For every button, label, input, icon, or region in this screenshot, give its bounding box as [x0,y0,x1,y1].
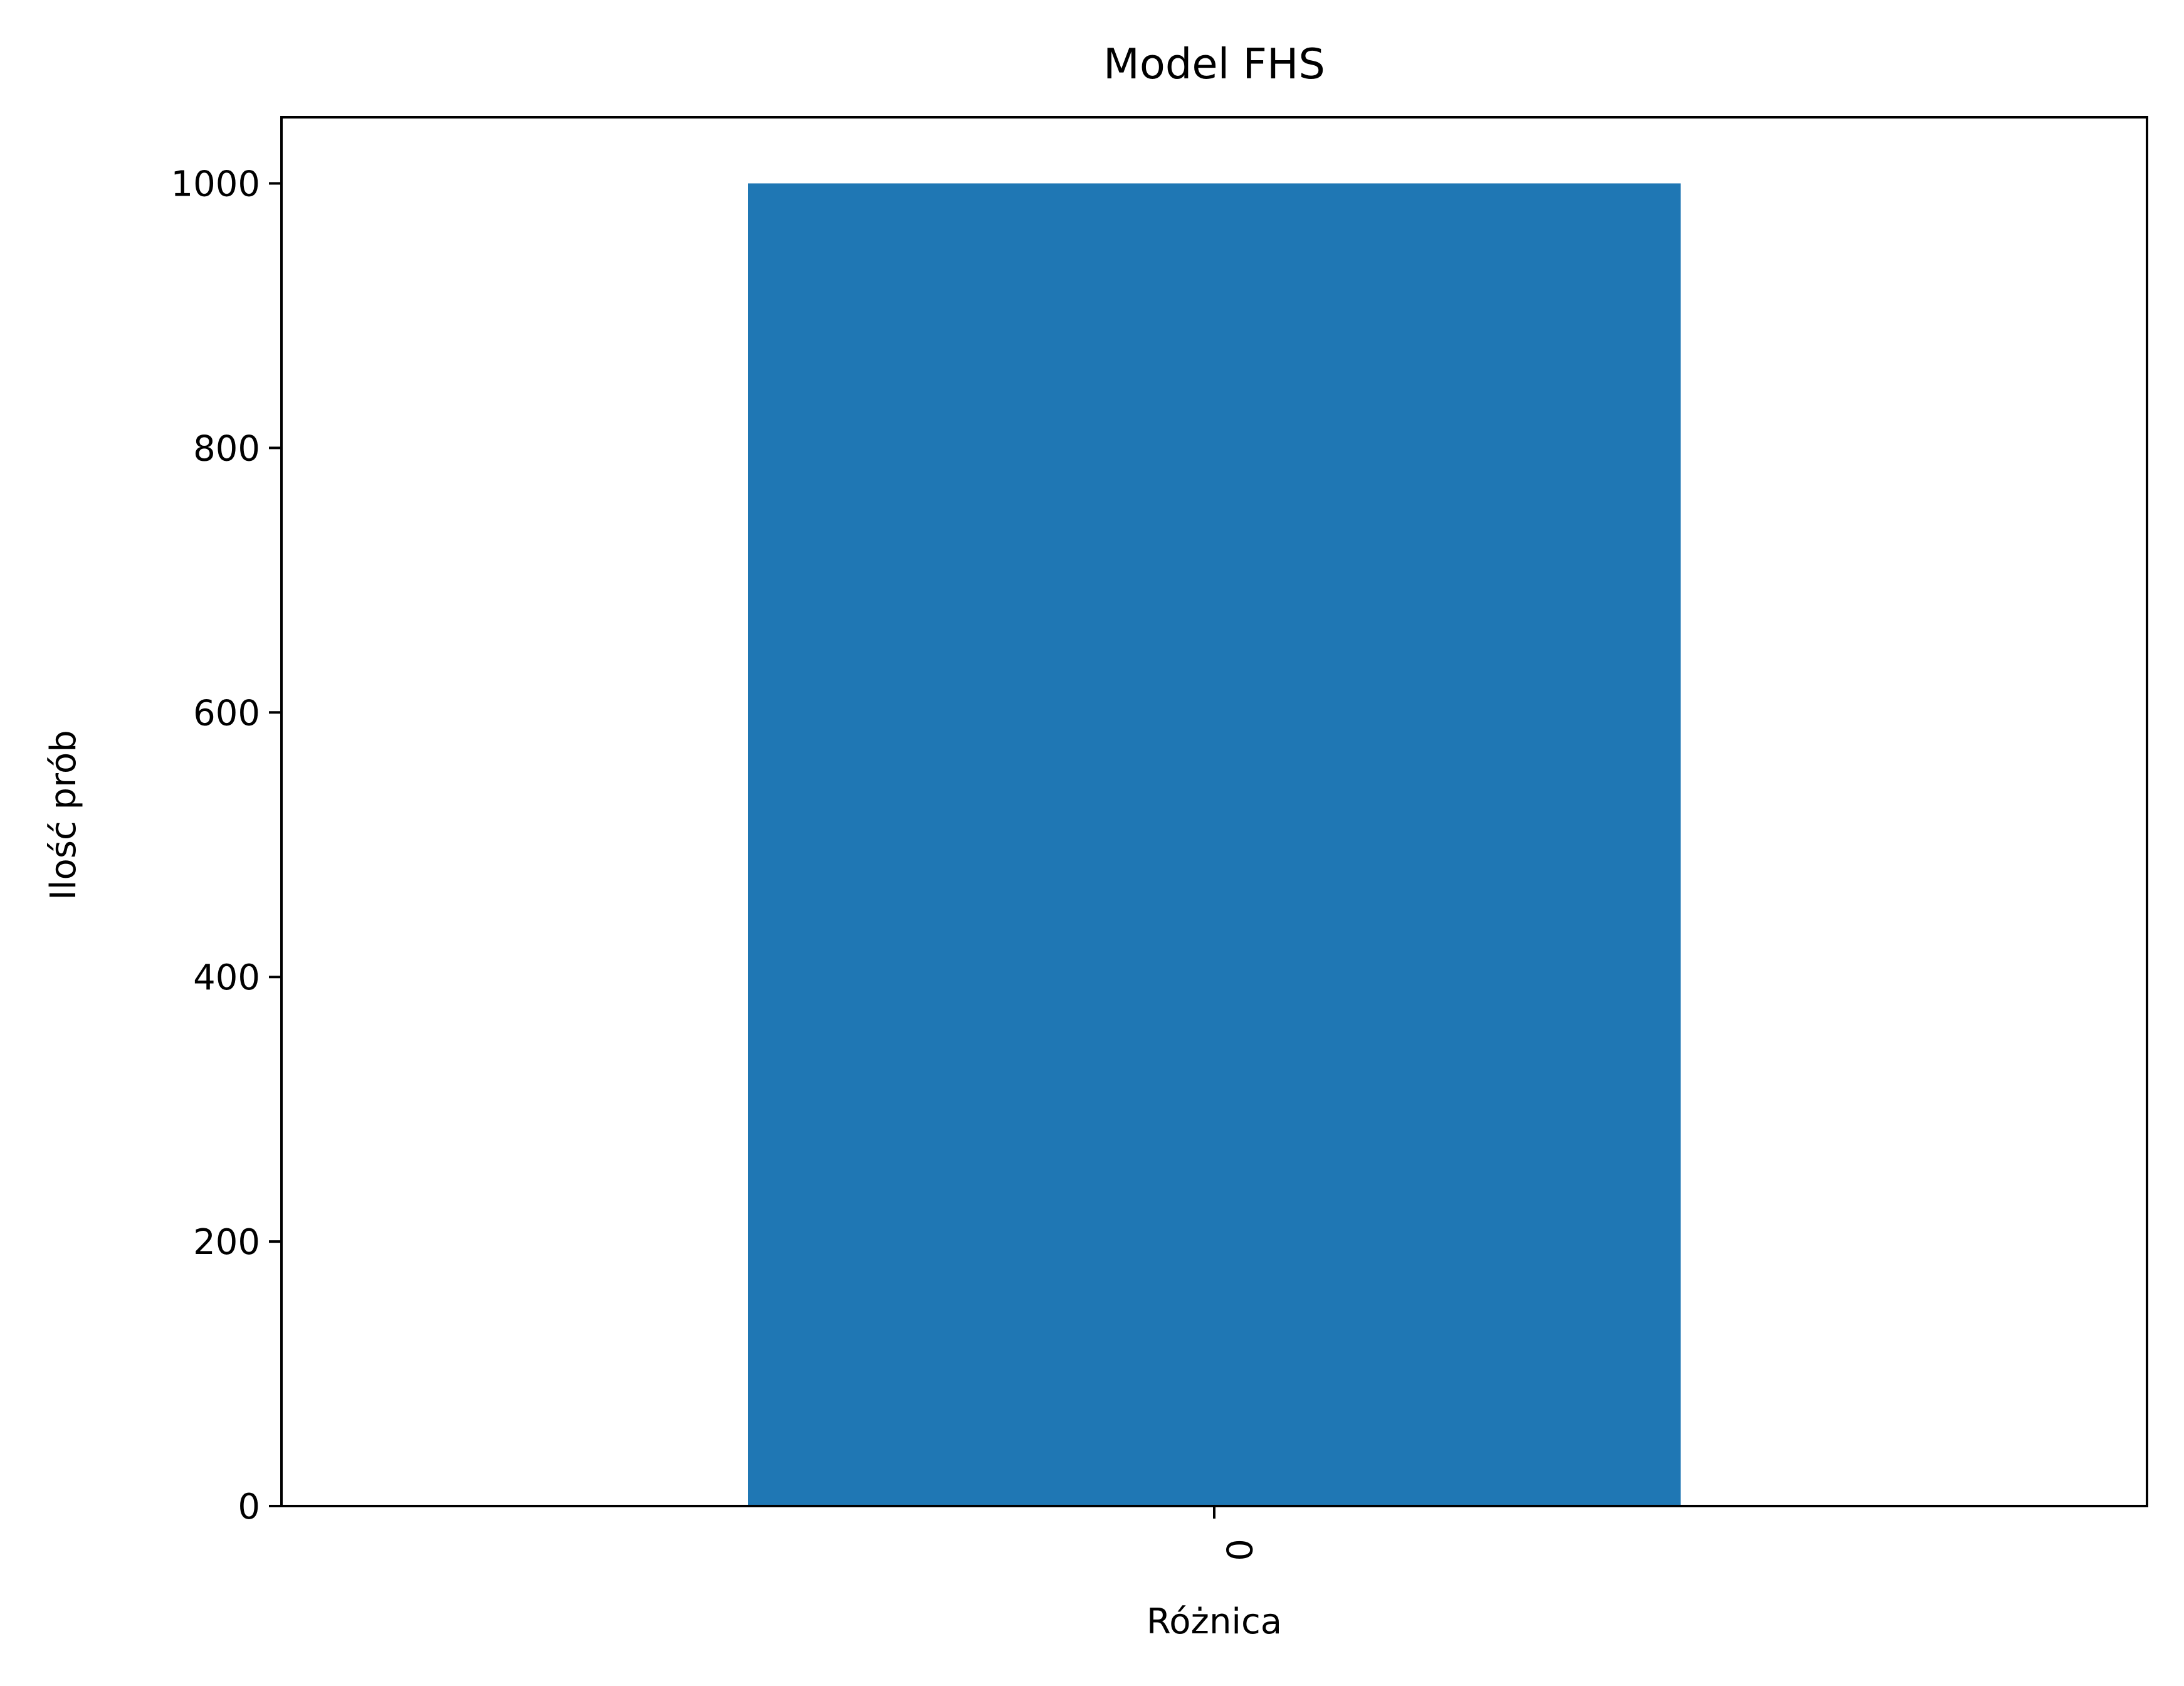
y-tick-label: 400 [193,957,260,998]
y-tick-label: 600 [193,693,260,734]
x-axis: 0 [1213,1506,1259,1561]
y-tick-label: 0 [238,1487,260,1527]
y-tick-label: 1000 [171,164,260,204]
y-axis: 0 200 400 600 800 1000 [171,164,281,1527]
bar-0 [748,183,1681,1507]
y-tick-label: 200 [193,1222,260,1263]
bars-group [748,183,1681,1507]
y-tick-label: 800 [193,428,260,469]
chart-title: Model FHS [1103,40,1325,88]
x-axis-label: Różnica [1147,1601,1282,1642]
x-tick-label: 0 [1218,1539,1259,1561]
y-axis-label: Ilość prób [43,730,84,900]
plot-area [280,116,2148,1507]
